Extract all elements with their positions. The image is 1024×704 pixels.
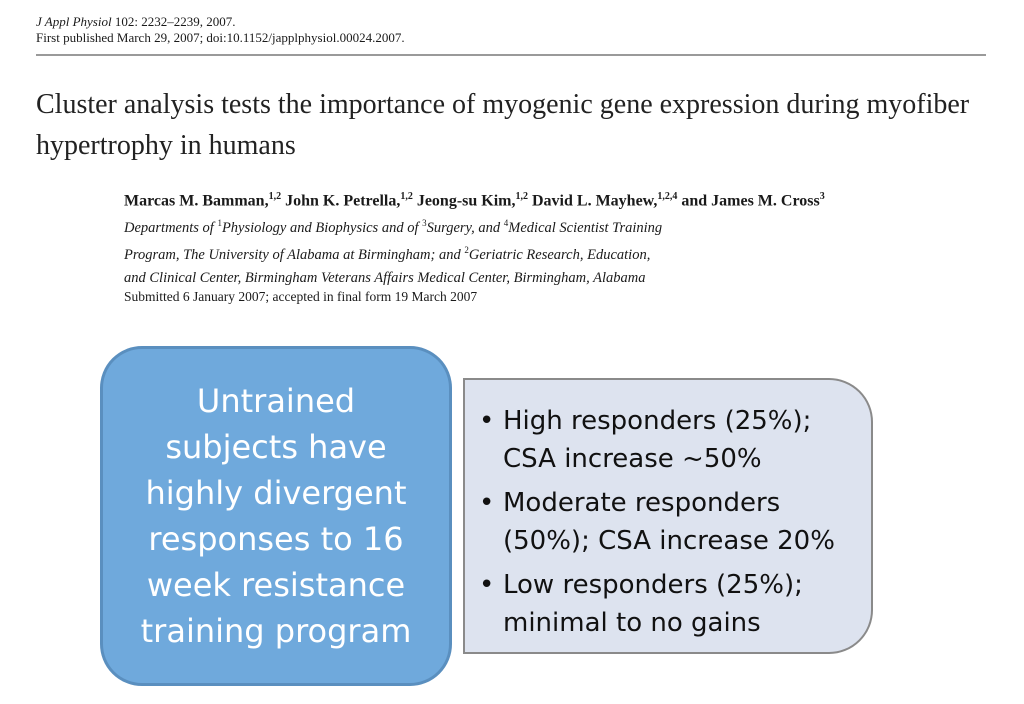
affiliation-line: Departments of 1Physiology and Biophysic… bbox=[124, 212, 784, 239]
affiliation-marker: 1 bbox=[217, 218, 222, 228]
summary-text: Untrained subjects have highly divergent… bbox=[111, 378, 441, 654]
affiliations: Departments of 1Physiology and Biophysic… bbox=[124, 212, 784, 289]
affiliation-line: Program, The University of Alabama at Bi… bbox=[124, 239, 784, 266]
list-item: • Moderate responders (50%); CSA increas… bbox=[479, 484, 871, 560]
list-item-line: High responders (25%); bbox=[503, 406, 812, 436]
paper-title: Cluster analysis tests the importance of… bbox=[36, 89, 970, 161]
affiliation-text: Physiology and Biophysics and of bbox=[221, 219, 423, 236]
submission-dates: Submitted 6 January 2007; accepted in fi… bbox=[124, 289, 478, 304]
author-affiliation-marker: 1,2 bbox=[515, 191, 529, 202]
list-item-line: CSA increase ~50% bbox=[503, 444, 762, 474]
list-item-line: Moderate responders bbox=[503, 488, 781, 518]
bullet-icon: • bbox=[479, 406, 495, 436]
citation-header: J Appl Physiol 102: 2232–2239, 2007. Fir… bbox=[36, 14, 405, 46]
author-affiliation-marker: 3 bbox=[819, 191, 825, 202]
responders-list: • High responders (25%); CSA increase ~5… bbox=[465, 380, 871, 642]
author-affiliation-marker: 1,2,4 bbox=[657, 191, 678, 202]
affiliation-line: and Clinical Center, Birmingham Veterans… bbox=[124, 269, 646, 286]
summary-line: subjects have bbox=[165, 428, 387, 466]
affiliation-marker: 2 bbox=[464, 245, 469, 256]
list-item-line: minimal to no gains bbox=[503, 608, 761, 638]
list-item: • Low responders (25%); minimal to no ga… bbox=[479, 566, 871, 642]
author-name: and James M. Cross bbox=[681, 192, 820, 210]
affiliation-text: Geriatric Research, Education, bbox=[468, 247, 651, 264]
summary-line: responses to 16 bbox=[148, 520, 404, 558]
summary-line: week resistance bbox=[146, 566, 406, 604]
author-affiliation-marker: 1,2 bbox=[400, 191, 413, 202]
bullet-icon: • bbox=[479, 488, 495, 518]
summary-box: Untrained subjects have highly divergent… bbox=[100, 346, 452, 686]
author-name: David L. Mayhew, bbox=[532, 192, 658, 210]
list-item-line: (50%); CSA increase 20% bbox=[503, 526, 835, 556]
author-name: Jeong-su Kim, bbox=[416, 192, 516, 210]
summary-line: highly divergent bbox=[145, 474, 407, 512]
summary-line: training program bbox=[140, 612, 412, 650]
affiliation-text: Departments of bbox=[124, 219, 218, 236]
author-list: Marcas M. Bamman,1,2 John K. Petrella,1,… bbox=[124, 186, 825, 212]
header-divider bbox=[36, 54, 986, 56]
author-name: Marcas M. Bamman, bbox=[124, 192, 269, 210]
affiliation-marker: 3 bbox=[422, 218, 427, 228]
affiliation-text: Surgery, and bbox=[426, 219, 504, 236]
published-doi-line: First published March 29, 2007; doi:10.1… bbox=[36, 30, 405, 45]
bullet-icon: • bbox=[479, 570, 495, 600]
responders-box: • High responders (25%); CSA increase ~5… bbox=[463, 378, 873, 654]
author-name: John K. Petrella, bbox=[285, 192, 401, 210]
journal-citation-line: J Appl Physiol 102: 2232–2239, 2007. bbox=[36, 14, 405, 30]
affiliation-text: Medical Scientist Training bbox=[508, 219, 663, 236]
affiliation-text: Program, The University of Alabama at Bi… bbox=[124, 247, 465, 264]
author-affiliation-marker: 1,2 bbox=[268, 191, 282, 202]
list-item: • High responders (25%); CSA increase ~5… bbox=[479, 402, 871, 478]
list-item-line: Low responders (25%); bbox=[503, 570, 803, 600]
volume-pages: 102: 2232–2239, 2007. bbox=[114, 14, 236, 29]
summary-line: Untrained bbox=[196, 382, 356, 420]
affiliation-marker: 4 bbox=[503, 218, 509, 228]
journal-name: J Appl Physiol bbox=[36, 14, 112, 29]
